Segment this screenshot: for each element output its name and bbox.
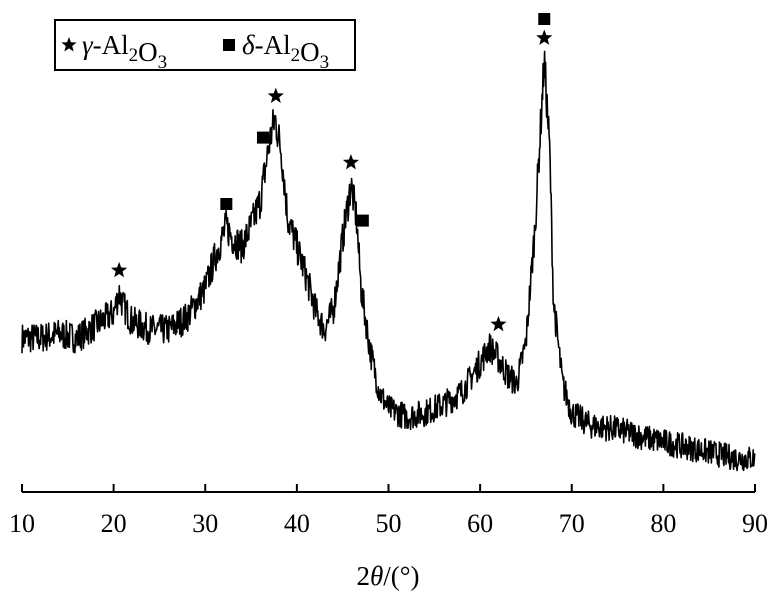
x-tick-label: 90 (742, 509, 768, 538)
legend-star-icon (61, 37, 77, 52)
series-layer (21, 50, 756, 472)
x-axis-label: 2θ/(°) (356, 561, 419, 591)
x-tick-label: 80 (650, 509, 676, 538)
gamma-peak-star-marker (342, 154, 360, 170)
gamma-peak-star-marker (111, 261, 128, 278)
legend-label: γ-Al2O3 (82, 30, 167, 73)
x-tick-label: 30 (192, 509, 218, 538)
delta-peak-square-marker (356, 214, 369, 227)
x-tick-label: 20 (101, 509, 127, 538)
x-tick-label: 70 (559, 509, 585, 538)
gamma-peak-star-marker (536, 29, 553, 45)
legend: γ-Al2O3 δ-Al2O3 (54, 19, 356, 73)
delta-peak-square-marker (220, 198, 233, 210)
delta-peak-square-marker (538, 13, 551, 25)
gamma-peak-star-marker (490, 315, 507, 332)
legend-square-icon (223, 39, 235, 51)
delta-peak-square-marker (256, 131, 269, 144)
xrd-series-line (21, 50, 756, 472)
marker-layer (111, 13, 553, 332)
x-tick-label: 60 (467, 509, 493, 538)
x-tick-label: 10 (9, 509, 35, 538)
x-tick-label: 40 (284, 509, 310, 538)
legend-label: δ-Al2O3 (242, 30, 329, 73)
gamma-peak-star-marker (267, 87, 284, 103)
legend-frame (54, 19, 356, 71)
x-axis: 10 20 30 40 50 60 70 80 90 (9, 484, 768, 538)
x-tick-label: 50 (376, 509, 402, 538)
